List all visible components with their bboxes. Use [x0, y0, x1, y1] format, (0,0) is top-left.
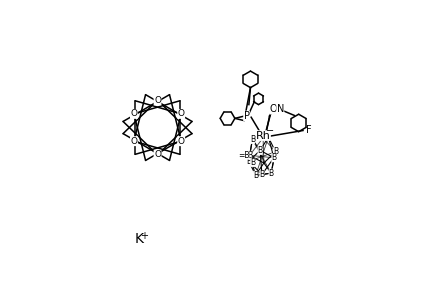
Text: +: + [139, 231, 147, 241]
Text: O: O [177, 137, 184, 146]
Text: O: O [154, 150, 161, 159]
Text: F: F [306, 125, 311, 135]
Text: Rh: Rh [255, 131, 270, 141]
Text: O: O [130, 109, 137, 118]
Text: B: B [246, 157, 251, 166]
Text: K: K [134, 232, 143, 246]
Text: P: P [243, 111, 249, 121]
Text: B: B [257, 146, 262, 155]
Text: B: B [247, 151, 252, 160]
Text: B: B [253, 171, 258, 180]
Text: B: B [271, 153, 276, 162]
Text: B: B [249, 135, 254, 144]
Text: B: B [268, 169, 273, 178]
Text: O: O [269, 104, 276, 114]
Text: O: O [130, 137, 137, 146]
Text: N: N [276, 104, 283, 114]
Text: B: B [259, 170, 264, 179]
Text: O: O [154, 96, 161, 105]
Text: B: B [272, 147, 277, 156]
Text: O: O [177, 109, 184, 118]
Text: B: B [250, 158, 255, 167]
Text: =B: =B [237, 150, 249, 160]
Text: −: − [266, 126, 274, 136]
